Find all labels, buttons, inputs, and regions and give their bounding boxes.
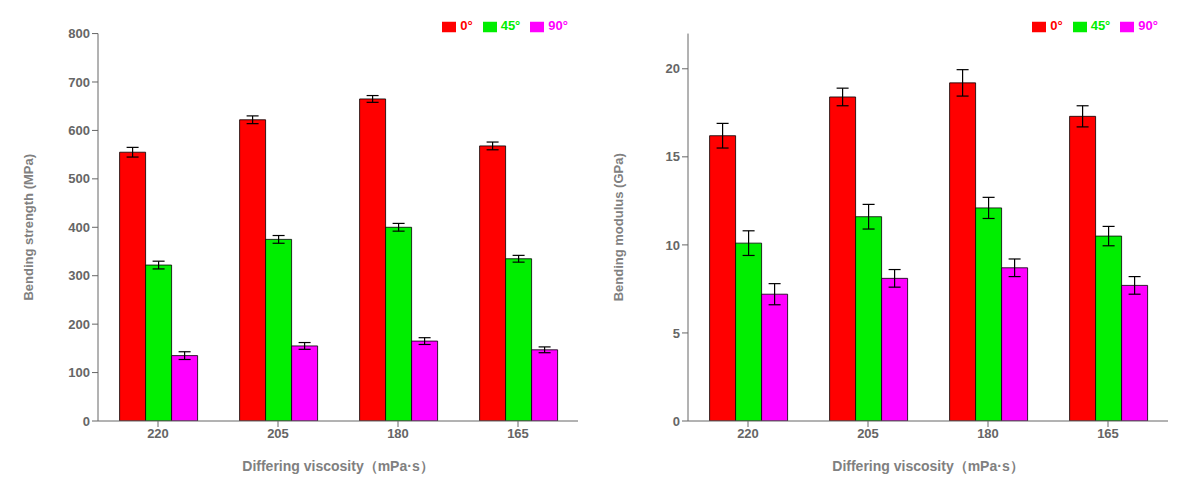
- svg-text:205: 205: [857, 426, 879, 441]
- svg-text:10: 10: [666, 238, 680, 253]
- svg-text:800: 800: [68, 26, 90, 41]
- html-text:90°: 90°: [548, 18, 568, 33]
- svg-text:Bending strength (MPa): Bending strength (MPa): [21, 154, 36, 301]
- svg-text:600: 600: [68, 123, 90, 138]
- html-text:45°: 45°: [1090, 18, 1111, 33]
- svg-text:0: 0: [673, 414, 680, 429]
- svg-text:500: 500: [68, 171, 90, 186]
- svg-text:400: 400: [68, 220, 90, 235]
- svg-text:100: 100: [68, 365, 90, 380]
- svg-text:200: 200: [68, 317, 90, 332]
- svg-text:165: 165: [507, 426, 529, 441]
- svg-text:0: 0: [83, 414, 90, 429]
- svg-text:700: 700: [68, 75, 90, 90]
- html-text:90°: 90°: [1138, 18, 1158, 33]
- svg-text:20: 20: [666, 61, 680, 76]
- svg-text:180: 180: [977, 426, 999, 441]
- svg-text:Differing viscosity（mPa·s）: Differing viscosity（mPa·s）: [242, 458, 433, 474]
- html-text:45°: 45°: [500, 18, 521, 33]
- svg-text:180: 180: [387, 426, 409, 441]
- svg-text:15: 15: [666, 149, 680, 164]
- svg-text:220: 220: [737, 426, 759, 441]
- svg-text:205: 205: [267, 426, 289, 441]
- svg-text:5: 5: [673, 326, 680, 341]
- html-text:0°: 0°: [460, 18, 473, 33]
- svg-text:Bending modulus (GPa): Bending modulus (GPa): [611, 153, 626, 301]
- svg-text:220: 220: [147, 426, 169, 441]
- html-text:0°: 0°: [1050, 18, 1063, 33]
- svg-text:165: 165: [1097, 426, 1119, 441]
- svg-text:300: 300: [68, 268, 90, 283]
- svg-text:Differing viscosity（mPa·s）: Differing viscosity（mPa·s）: [832, 458, 1023, 474]
